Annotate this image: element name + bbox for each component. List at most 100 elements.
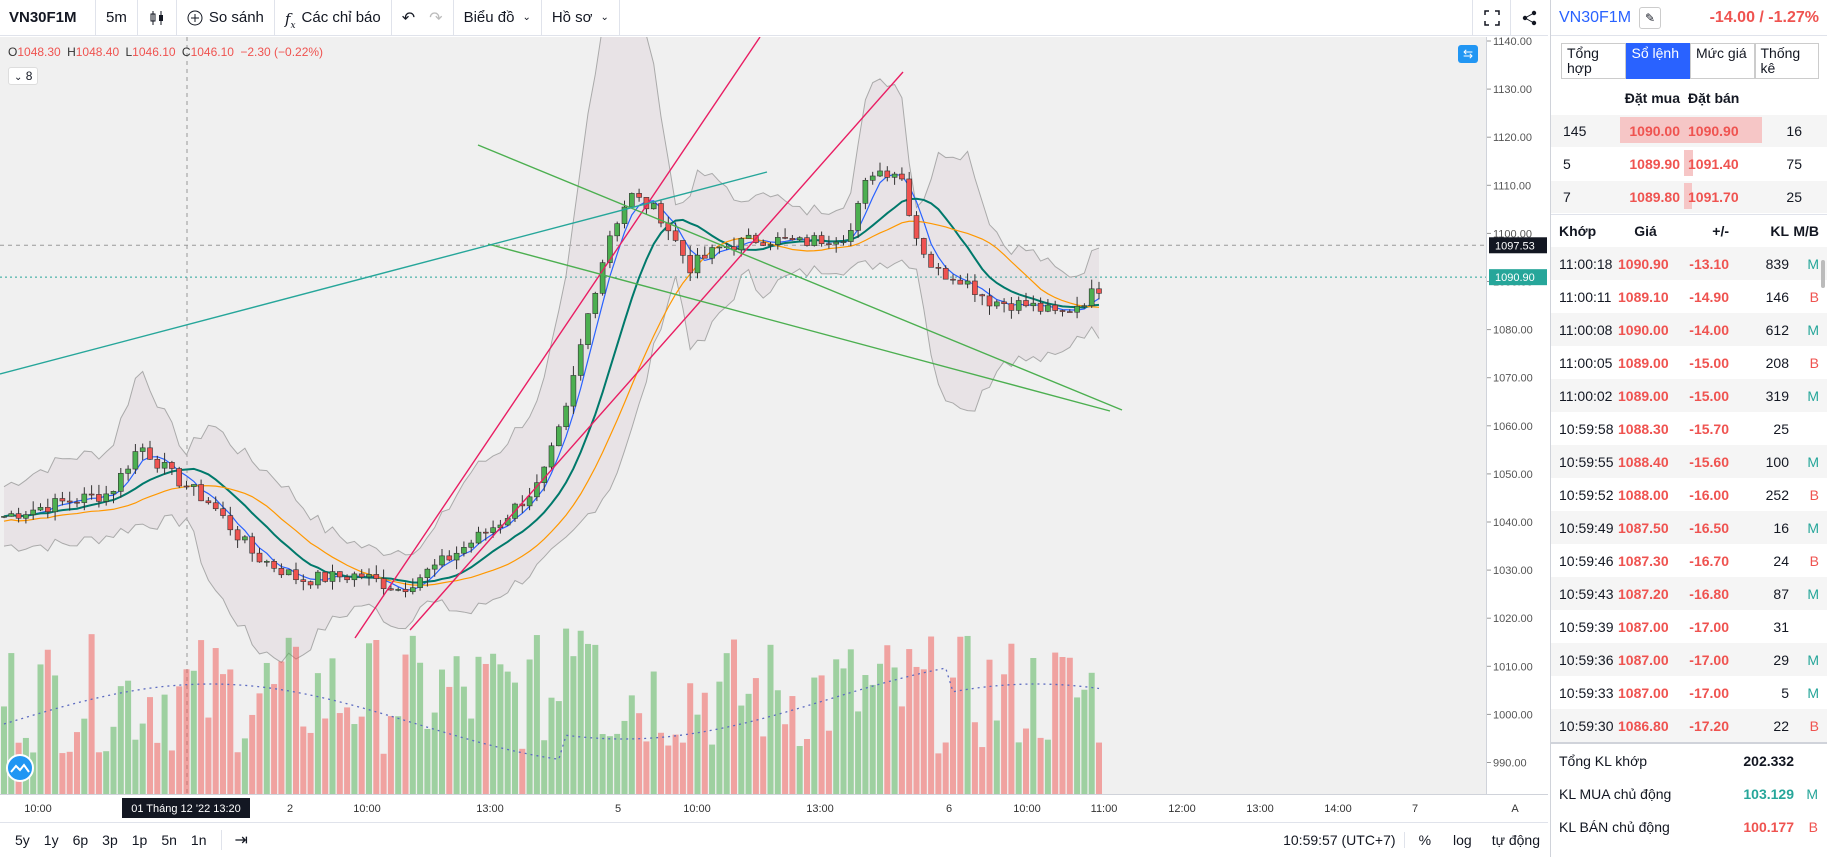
volume-bar — [344, 707, 351, 794]
time-tick: 14:00 — [1324, 803, 1352, 815]
panel-symbol[interactable]: VN30F1M — [1559, 8, 1632, 26]
compare-button[interactable]: So sánh — [177, 0, 275, 36]
candle-body — [957, 279, 964, 285]
trade-change: -15.70 — [1689, 420, 1729, 437]
channel-upper[interactable] — [477, 144, 1123, 411]
profile-menu[interactable]: Hồ sơ ⌄ — [542, 0, 620, 36]
candle-body — [139, 447, 146, 452]
trade-change: -16.80 — [1689, 585, 1729, 602]
candle-body — [118, 473, 124, 492]
volume-bar — [1066, 657, 1073, 794]
candle-body — [585, 313, 591, 345]
bid-qty: 7 — [1563, 189, 1571, 205]
trendline-teal[interactable] — [0, 171, 768, 375]
panel-tab[interactable]: Thống kê — [1754, 43, 1819, 79]
volume-bar — [891, 667, 898, 794]
range-button[interactable]: 1n — [190, 832, 207, 848]
time-tick: 13:00 — [1246, 803, 1274, 815]
candle-body — [570, 375, 577, 407]
range-button[interactable]: 1y — [43, 832, 59, 848]
volume-bar — [519, 748, 526, 794]
chart-pane[interactable]: O1048.30 H1048.40 L1046.10 C1046.10 −2.3… — [0, 37, 1486, 794]
volume-bar — [176, 686, 183, 794]
volume-bar — [862, 675, 869, 794]
trade-volume: 87 — [1773, 585, 1789, 602]
bid-price: 1089.80 — [1629, 189, 1680, 205]
trades-list[interactable]: 11:00:18 1090.90 -13.10 839 M 11:00:11 1089.10… — [1551, 247, 1827, 742]
candle-body — [249, 536, 255, 554]
panel-tab[interactable]: Sổ lệnh — [1625, 43, 1690, 79]
time-scale[interactable]: 10:00 2 10:00 13:00 5 10:00 13:00 6 10:00 11:00 12… — [0, 794, 1548, 822]
sync-icon[interactable]: ⇆ — [1458, 45, 1478, 63]
auto-toggle[interactable]: tự động — [1491, 832, 1540, 848]
summary-label: Tổng KL khớp — [1559, 752, 1648, 769]
interval-button[interactable]: 5m — [96, 0, 138, 36]
panel-tab[interactable]: Mức giá — [1690, 43, 1755, 79]
trade-volume: 16 — [1773, 519, 1789, 536]
volume-bar — [1074, 697, 1081, 794]
last-price-label: 1090.90 — [1495, 272, 1535, 284]
volume-bar — [263, 662, 270, 794]
share-button[interactable] — [1510, 0, 1548, 36]
candle-body — [388, 588, 394, 591]
bid-price: 1090.00 — [1606, 117, 1684, 143]
symbol-search-button[interactable]: VN30F1M — [0, 0, 96, 36]
price-tick: 1070.00 — [1493, 373, 1533, 385]
candle-body — [701, 254, 708, 259]
volume-bar — [395, 716, 402, 794]
price-tick: 1060.00 — [1493, 421, 1533, 433]
log-toggle[interactable]: log — [1453, 832, 1472, 848]
orderbook-row[interactable]: 145 1090.00 1090.90 16 — [1551, 115, 1827, 148]
panel-tab[interactable]: Tổng hợp — [1561, 43, 1626, 79]
candle-body — [716, 246, 723, 249]
indicators-button[interactable]: fx Các chỉ báo — [275, 0, 392, 36]
candle-body — [380, 578, 387, 589]
chart-graphics — [0, 37, 1486, 794]
chart-style-button[interactable] — [138, 0, 177, 36]
volume-bar — [227, 669, 234, 794]
volume-bar — [825, 730, 832, 794]
volume-bar — [198, 640, 205, 794]
candle-body — [877, 170, 883, 177]
percent-toggle[interactable]: % — [1403, 832, 1439, 848]
volume-bar — [322, 718, 329, 794]
range-button[interactable]: 5n — [161, 832, 177, 848]
indicator-legend-toggle[interactable]: ⌄ 8 — [8, 67, 39, 85]
volume-bar — [74, 732, 80, 794]
panel-tabs: Tổng hợp Sổ lệnh Mức giá Thống kê — [1561, 43, 1819, 79]
trade-row: 10:59:46 1087.30 -16.70 24 B — [1551, 544, 1827, 577]
price-tick: 1020.00 — [1493, 613, 1533, 625]
fullscreen-button[interactable] — [1472, 0, 1510, 36]
orderbook-row[interactable]: 5 1089.90 1091.40 75 — [1551, 148, 1827, 181]
price-scale[interactable]: 1140.001130.001120.001110.001100.001090.… — [1486, 36, 1548, 794]
trendline-red-1[interactable] — [354, 37, 761, 639]
trade-price: 1087.00 — [1618, 651, 1669, 668]
trade-time: 11:00:11 — [1559, 288, 1612, 305]
volume-bar — [636, 713, 643, 794]
candle-body — [263, 560, 270, 563]
chart-type-menu[interactable]: Biểu đồ ⌄ — [454, 0, 542, 36]
range-button[interactable]: 5y — [15, 832, 30, 848]
candle-body — [555, 426, 562, 447]
range-calendar-icon[interactable]: ⇥ — [221, 830, 255, 850]
candle-body — [81, 493, 88, 503]
bottom-bar: 5y 1y 6p 3p 1p 5n 1n ⇥ 10:59:57 (UTC+7) % log … — [0, 822, 1548, 857]
orderbook-row[interactable]: 7 1089.80 1091.70 25 — [1551, 181, 1827, 214]
channel-lower[interactable] — [487, 243, 1111, 412]
trendline-red-2[interactable] — [409, 71, 904, 631]
range-button[interactable]: 1p — [131, 832, 148, 848]
volume-bar — [125, 680, 132, 794]
volume-bar — [212, 648, 219, 794]
volume-bar — [329, 658, 336, 794]
price-chart[interactable] — [0, 37, 1486, 794]
redo-icon[interactable]: ↷ — [429, 9, 443, 27]
candle-body — [329, 571, 336, 582]
candle-body — [1088, 288, 1095, 306]
pencil-icon[interactable]: ✎ — [1639, 6, 1662, 29]
candle-body — [847, 230, 854, 242]
trades-scrollbar[interactable] — [1821, 260, 1825, 288]
range-button[interactable]: 6p — [72, 832, 89, 848]
undo-icon[interactable]: ↶ — [401, 9, 416, 27]
volume-bar — [570, 656, 577, 794]
range-button[interactable]: 3p — [102, 832, 118, 848]
